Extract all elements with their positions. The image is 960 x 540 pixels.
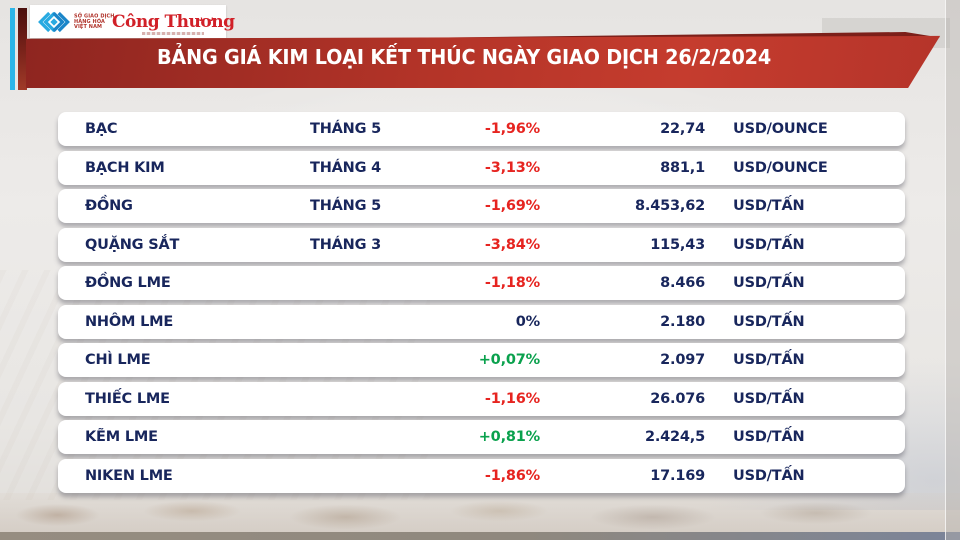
exchange-name: SỞ GIAO DỊCH HÀNG HÓA VIỆT NAM: [74, 12, 115, 30]
change-percent: -1,96%: [484, 121, 540, 137]
change-percent: -1,18%: [484, 275, 540, 291]
price-unit: USD/TẤN: [733, 198, 805, 214]
contract-month: THÁNG 4: [310, 159, 382, 176]
price-value: 26.076: [650, 390, 705, 407]
commodity-name: ĐỒNG LME: [85, 275, 171, 291]
price-value: 2.180: [660, 313, 705, 330]
price-unit: USD/TẤN: [733, 352, 805, 368]
commodity-name: NIKEN LME: [85, 467, 173, 484]
newspaper-logo: Công Thương: [112, 11, 235, 32]
mxv-exchange-logo-icon: [38, 11, 70, 32]
price-unit: USD/TẤN: [733, 429, 805, 445]
price-value: 2.097: [660, 352, 705, 368]
table-row: NIKEN LME -1,86% 17.169 USD/TẤN: [58, 458, 905, 493]
price-unit: USD/TẤN: [733, 467, 805, 484]
background-photo-band: [0, 493, 960, 533]
price-value: 8.466: [660, 275, 705, 291]
commodity-name: QUẶNG SẮT: [85, 236, 180, 253]
price-unit: USD/TẤN: [733, 390, 805, 407]
title-banner-back-layer: [438, 32, 941, 41]
table-row: THIẾC LME -1,16% 26.076 USD/TẤN: [58, 381, 905, 416]
title-banner-front-layer: [26, 35, 941, 88]
commodity-name: CHÌ LME: [85, 352, 151, 368]
commodity-name: THIẾC LME: [85, 390, 170, 407]
commodity-name: KẼM LME: [85, 429, 158, 445]
price-unit: USD/TẤN: [733, 313, 805, 330]
price-value: 2.424,5: [644, 429, 705, 445]
table-row: KẼM LME +0,81% 2.424,5 USD/TẤN: [58, 420, 905, 454]
change-percent: -1,69%: [484, 198, 540, 214]
price-value: 115,43: [650, 236, 705, 253]
contract-month: THÁNG 5: [310, 121, 382, 137]
contract-month: THÁNG 3: [310, 236, 382, 253]
table-row: NHÔM LME 0% 2.180 USD/TẤN: [58, 304, 905, 339]
commodity-name: BẠC: [85, 121, 118, 137]
logo-box: SỞ GIAO DỊCH HÀNG HÓA VIỆT NAM Công Thươ…: [30, 5, 235, 38]
price-unit: USD/OUNCE: [733, 121, 828, 137]
change-percent: -3,13%: [484, 159, 540, 176]
accent-bar-cyan: [10, 8, 15, 90]
table-row: BẠCH KIM THÁNG 4 -3,13% 881,1 USD/OUNCE: [58, 150, 905, 185]
commodity-name: ĐỒNG: [85, 198, 133, 214]
title-banner: BẢNG GIÁ KIM LOẠI KẾT THÚC NGÀY GIAO DỊC…: [26, 32, 942, 88]
price-value: 8.453,62: [635, 198, 705, 214]
price-unit: USD/OUNCE: [733, 159, 828, 176]
change-percent: +0,07%: [478, 352, 540, 368]
commodity-name: NHÔM LME: [85, 313, 174, 330]
contract-month: THÁNG 5: [310, 198, 382, 214]
commodity-name: BẠCH KIM: [85, 159, 165, 176]
newspaper-logo-subline: [142, 32, 204, 35]
exchange-name-line3: VIỆT NAM: [74, 23, 103, 30]
right-edge-strip: [945, 0, 960, 540]
page-title: BẢNG GIÁ KIM LOẠI KẾT THÚC NGÀY GIAO DỊC…: [156, 45, 772, 69]
table-row: ĐỒNG LME -1,18% 8.466 USD/TẤN: [58, 266, 905, 300]
price-value: 22,74: [660, 121, 705, 137]
change-percent: -1,16%: [484, 390, 540, 407]
bottom-edge-strip: [0, 532, 960, 540]
change-percent: -3,84%: [484, 236, 540, 253]
price-value: 881,1: [660, 159, 705, 176]
table-row: CHÌ LME +0,07% 2.097 USD/TẤN: [58, 343, 905, 377]
table-row: ĐỒNG THÁNG 5 -1,69% 8.453,62 USD/TẤN: [58, 189, 905, 223]
price-table: BẠC THÁNG 5 -1,96% 22,74 USD/OUNCE BẠCH …: [58, 112, 905, 493]
table-row: QUẶNG SẮT THÁNG 3 -3,84% 115,43 USD/TẤN: [58, 227, 905, 262]
change-percent: 0%: [515, 313, 540, 330]
table-row: BẠC THÁNG 5 -1,96% 22,74 USD/OUNCE: [58, 112, 905, 146]
accent-bar-maroon: [18, 8, 27, 90]
exchange-name-line2: HÀNG HÓA: [74, 18, 106, 24]
price-value: 17.169: [650, 467, 705, 484]
change-percent: -1,86%: [484, 467, 540, 484]
price-unit: USD/TẤN: [733, 236, 805, 253]
price-unit: USD/TẤN: [733, 275, 805, 291]
change-percent: +0,81%: [478, 429, 540, 445]
exchange-name-line1: SỞ GIAO DỊCH: [74, 12, 115, 19]
